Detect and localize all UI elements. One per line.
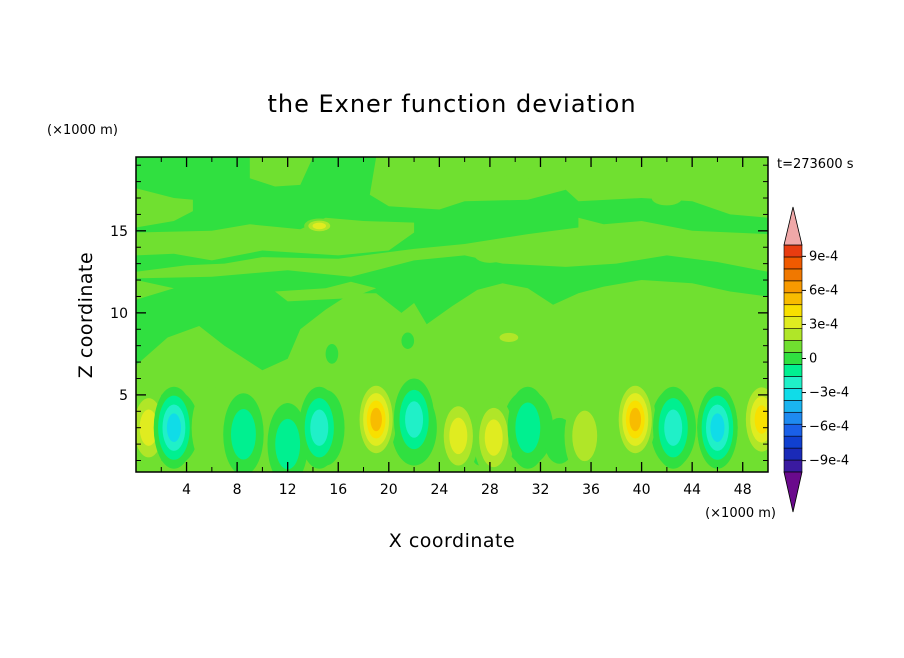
feature-2-level-0 [191, 386, 233, 469]
feature-4-level-1 [275, 418, 301, 470]
colorbar-tick-label: 0 [809, 352, 817, 367]
feature-20-level-0 [651, 190, 683, 206]
colorbar-segment [783, 304, 803, 317]
colorbar-segment [783, 376, 803, 389]
x-tick-label: 8 [233, 482, 242, 498]
x-tick-label: 40 [633, 482, 651, 498]
colorbar: 9e-4 6e-4 3e-4 0 −3e-4 −6e-4 −9e-4 [783, 206, 849, 513]
y-tick-label: 10 [110, 306, 128, 322]
feature-15-level-3 [754, 405, 768, 434]
colorbar-segment [783, 340, 803, 353]
x-unit-label: (×1000 m) [705, 506, 776, 521]
field-features [136, 174, 768, 472]
colorbar-tick-label: 3e-4 [809, 317, 838, 332]
colorbar-segment [783, 364, 803, 377]
band-2 [369, 157, 768, 218]
x-tick-label: 28 [481, 482, 499, 498]
band-1 [136, 188, 193, 228]
band-7 [275, 281, 377, 302]
feature-13-level-2 [664, 409, 683, 446]
colorbar-tick-label: −9e-4 [809, 454, 849, 469]
feature-8-level-2 [449, 417, 468, 455]
colorbar-segment [783, 411, 803, 425]
colorbar-segment [783, 435, 803, 449]
feature-5-level-2 [310, 409, 329, 446]
colorbar-segment [783, 459, 803, 473]
plot-frame [135, 156, 769, 473]
x-tick-label: 24 [430, 482, 448, 498]
band-4 [136, 217, 768, 279]
x-tick-label: 20 [380, 482, 398, 498]
feature-10-level-1 [515, 402, 541, 453]
neg-patch-11 [498, 213, 519, 222]
x-tick-label: 36 [582, 482, 600, 498]
colorbar-segment [783, 388, 803, 401]
colorbar-tick-label: 9e-4 [809, 249, 838, 264]
x-tick-label: 4 [182, 482, 191, 498]
feature-19-level-0 [500, 174, 531, 189]
colorbar-segment [783, 316, 803, 329]
colorbar-segment [783, 328, 803, 341]
feature-9-level-2 [484, 419, 503, 456]
colorbar-segment [783, 400, 803, 413]
x-tick-label: 12 [279, 482, 297, 498]
neg-patch-10 [325, 344, 339, 364]
feature-17-level-1 [499, 332, 519, 343]
colorbar-extend-bottom [783, 471, 803, 513]
feature-22-level-0 [626, 289, 657, 304]
colorbar-tick-label: −3e-4 [809, 386, 849, 401]
y-axis-label: Z coordinate [75, 252, 97, 378]
feature-11-level-1 [572, 410, 598, 462]
colorbar-segment [783, 292, 803, 306]
feature-0-level-2 [139, 409, 158, 446]
feature-3-level-1 [230, 409, 256, 460]
colorbar-segment [783, 268, 803, 282]
neg-patch-12 [401, 332, 415, 349]
time-label: t=273600 s [777, 157, 854, 172]
feature-16-level-2 [312, 222, 327, 230]
contour-field [136, 157, 768, 472]
colorbar-tick-label: −6e-4 [809, 420, 849, 435]
feature-18-level-0 [373, 182, 404, 198]
band-3 [136, 217, 415, 261]
feature-21-level-0 [474, 248, 506, 263]
chart-title: the Exner function deviation [267, 90, 636, 118]
y-axis-ticks: 5 10 15 [110, 164, 768, 462]
x-axis-label: X coordinate [389, 530, 515, 552]
y-tick-label: 15 [110, 224, 128, 240]
band-0 [136, 157, 313, 187]
feature-12-level-4 [629, 407, 642, 432]
x-axis-ticks: 4 8 12 16 20 24 28 32 36 40 44 48 [160, 157, 752, 498]
feature-1-level-3 [166, 413, 181, 442]
colorbar-tick-label: 6e-4 [809, 283, 838, 298]
feature-6-level-4 [370, 407, 382, 432]
x-tick-label: 32 [532, 482, 550, 498]
x-tick-label: 16 [329, 482, 347, 498]
y-tick-label: 5 [119, 388, 128, 404]
colorbar-segment [783, 256, 803, 270]
y-unit-label: (×1000 m) [47, 123, 118, 138]
colorbar-segment [783, 280, 803, 294]
x-tick-label: 44 [683, 482, 701, 498]
colorbar-segment [783, 447, 803, 461]
colorbar-segment [783, 352, 803, 365]
colorbar-extend-top [783, 206, 803, 246]
colorbar-segment [783, 244, 803, 258]
feature-7-level-2 [405, 401, 424, 438]
colorbar-segment [783, 423, 803, 437]
feature-14-level-3 [710, 413, 725, 442]
band-5 [136, 280, 174, 300]
x-tick-label: 48 [734, 482, 752, 498]
